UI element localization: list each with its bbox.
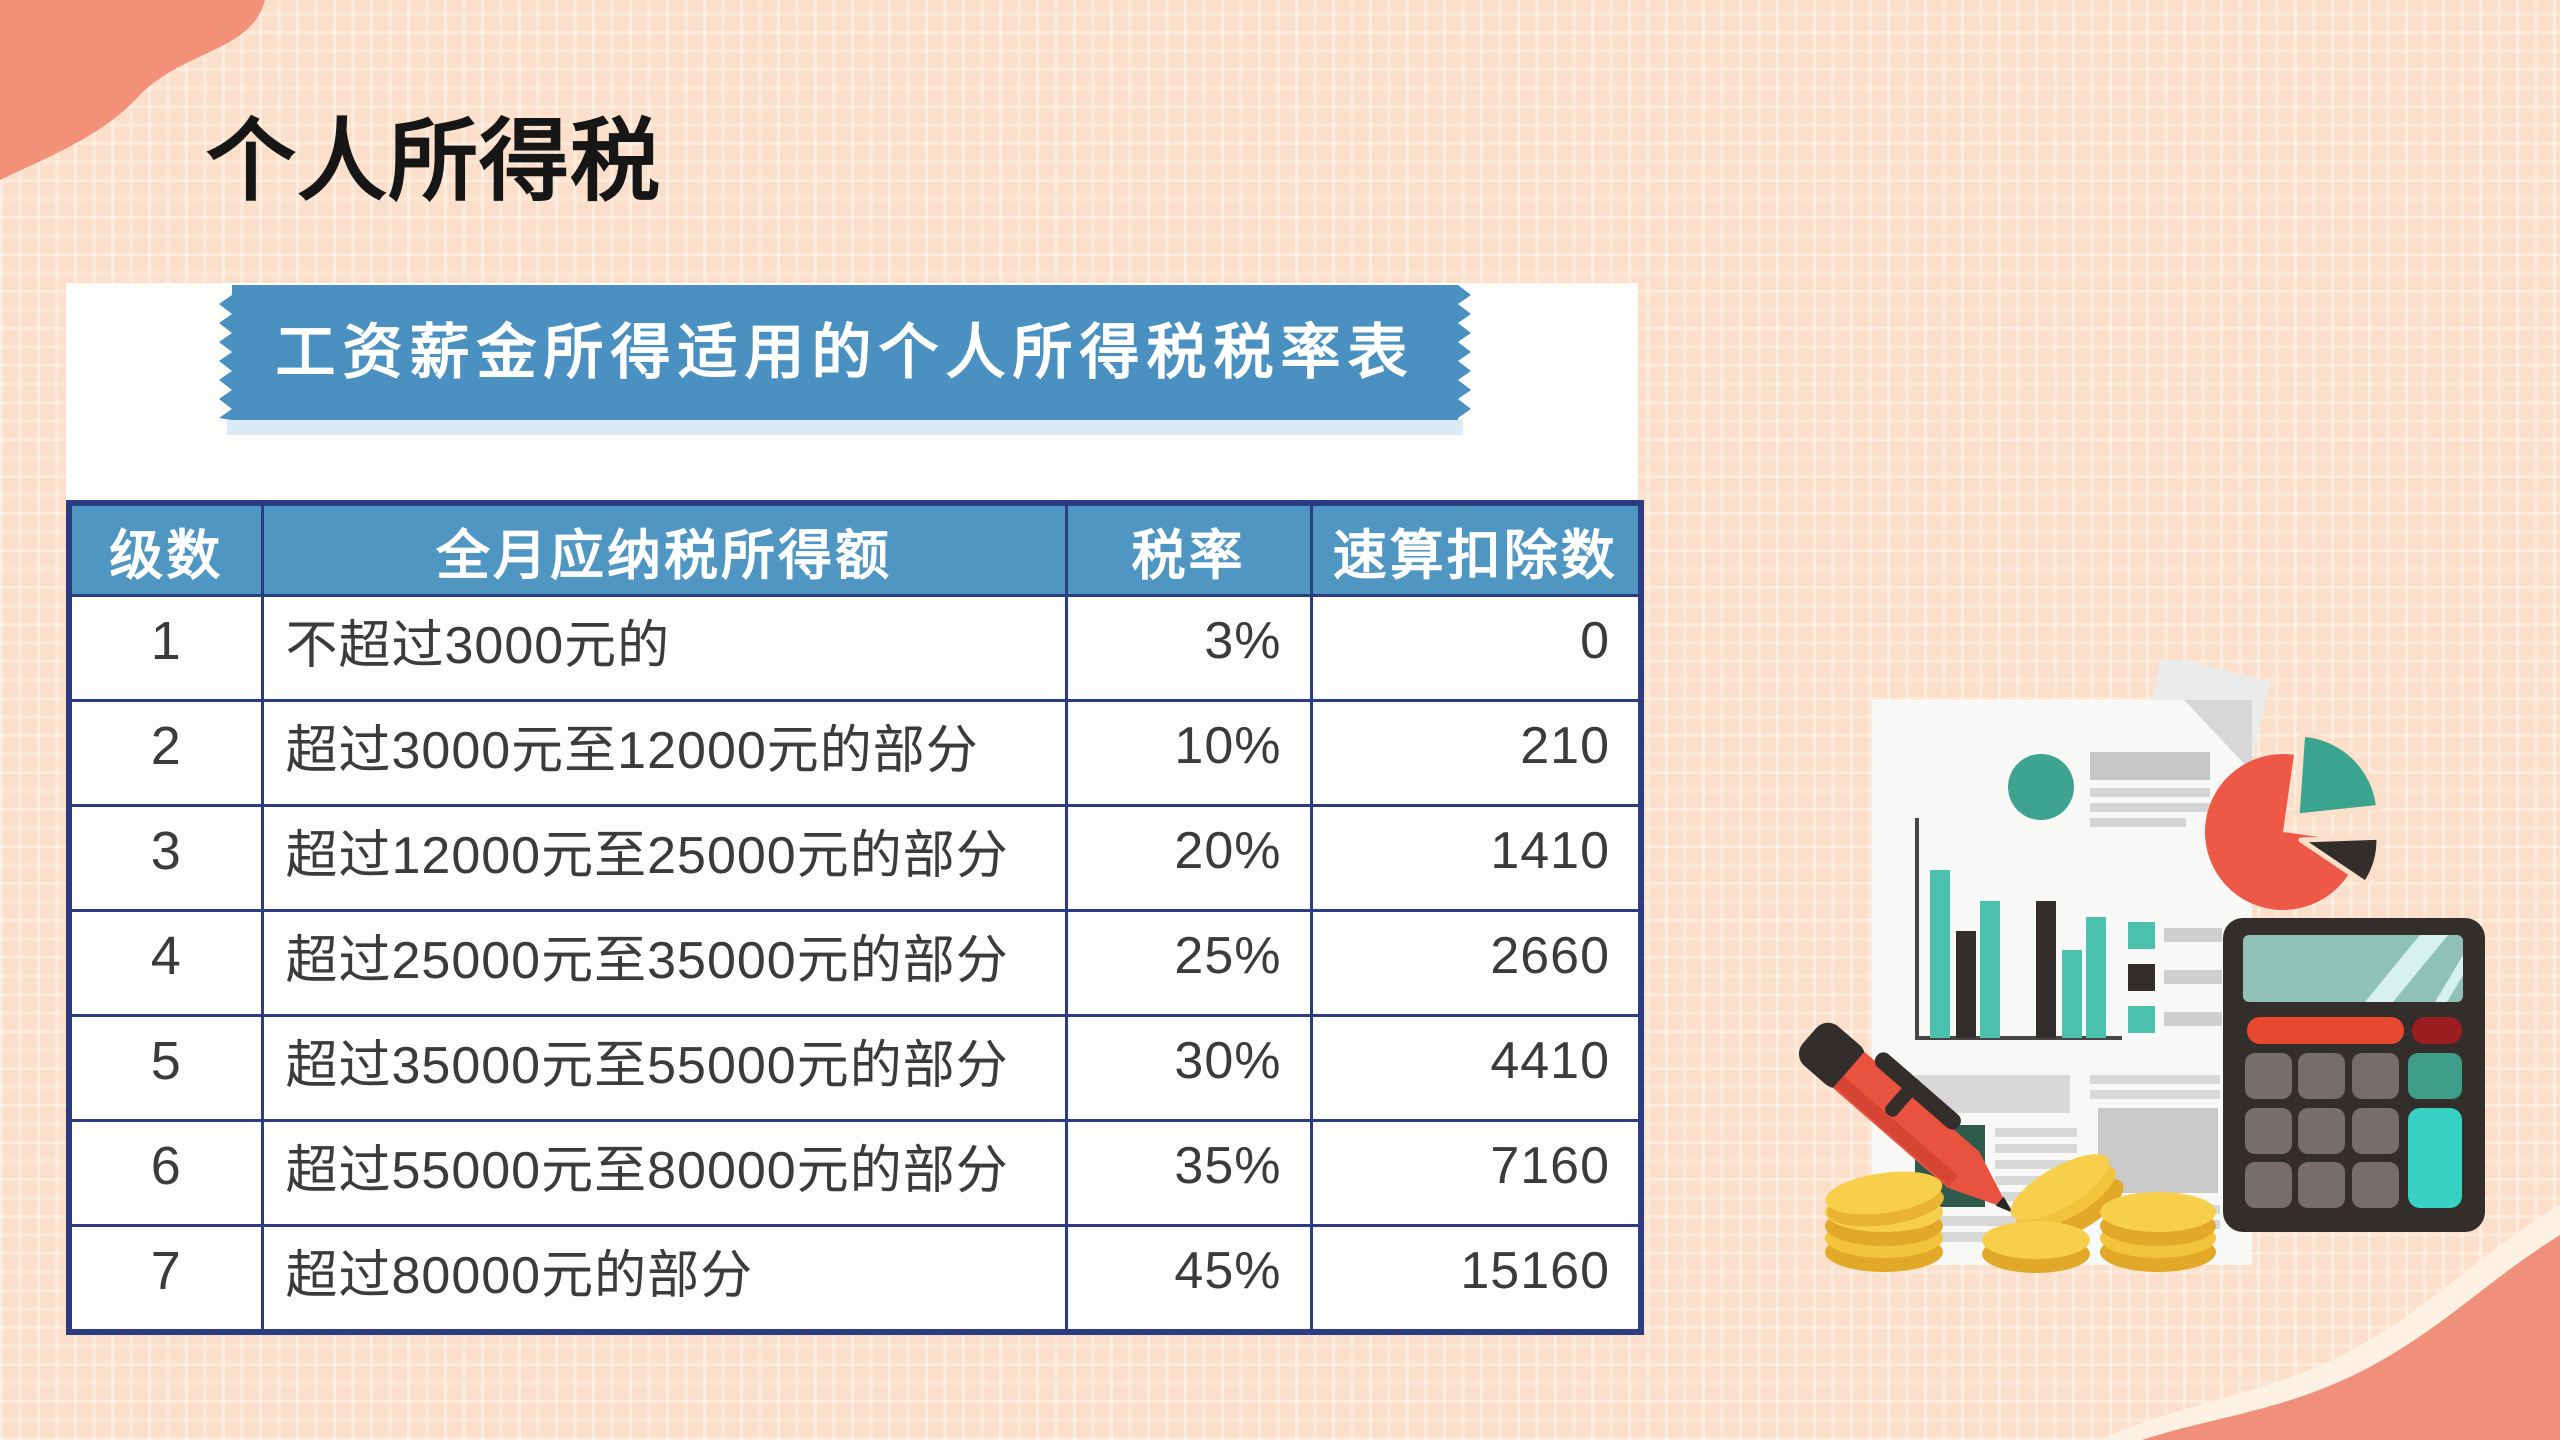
table-cell: 45% (1064, 1224, 1313, 1334)
page-title: 个人所得税 (206, 112, 661, 212)
table-row: 4 超过25000元至35000元的部分 25% 2660 (67, 909, 1643, 1017)
bar-chart-graphic (1915, 818, 2122, 1040)
table-cell: 2 (67, 699, 264, 807)
table-cell: 35% (1064, 1119, 1313, 1227)
table-cell: 不超过3000元的 (260, 594, 1068, 702)
table-cell: 7 (67, 1224, 264, 1334)
table-cell: 3 (67, 804, 264, 912)
calculator-graphic (2223, 918, 2485, 1232)
table-cell: 7160 (1309, 1119, 1643, 1227)
coin-group-center (1982, 1154, 2216, 1273)
header-level: 级数 (67, 501, 264, 597)
calculator-red-bar (2247, 1017, 2404, 1044)
teal-dot-icon (2008, 754, 2074, 820)
banner-shadow (227, 420, 1463, 435)
table-row: 7 超过80000元的部分 45% 15160 (67, 1224, 1643, 1334)
table-cell: 1410 (1309, 804, 1643, 912)
table-row: 3 超过12000元至25000元的部分 20% 1410 (67, 804, 1643, 912)
tax-rate-table: 级数 全月应纳税所得额 税率 速算扣除数 1 不超过3000元的 3% 0 2 超过300… (66, 500, 1644, 1335)
table-cell: 超过55000元至80000元的部分 (260, 1119, 1068, 1227)
table-header-row: 级数 全月应纳税所得额 税率 速算扣除数 (67, 501, 1643, 597)
ribbon-banner: 工资薪金所得适用的个人所得税税率表 (219, 285, 1471, 420)
table-cell: 3% (1064, 594, 1313, 702)
calculator-keys (2245, 1053, 2462, 1208)
table-cell: 5 (67, 1014, 264, 1122)
header-tax-rate: 税率 (1064, 501, 1313, 597)
coins-graphic (1825, 1154, 2216, 1273)
table-cell: 超过35000元至55000元的部分 (260, 1014, 1068, 1122)
table-cell: 1 (67, 594, 264, 702)
table-cell: 30% (1064, 1014, 1313, 1122)
table-row: 6 超过55000元至80000元的部分 35% 7160 (67, 1119, 1643, 1227)
pen-graphic (1798, 1022, 2014, 1213)
table-cell: 0 (1309, 594, 1643, 702)
header-quick-deduction: 速算扣除数 (1309, 501, 1643, 597)
table-cell: 6 (67, 1119, 264, 1227)
folded-corner-icon (2184, 700, 2252, 772)
table-row: 5 超过35000元至55000元的部分 30% 4410 (67, 1014, 1643, 1122)
table-cell: 25% (1064, 909, 1313, 1017)
legend-graphic (2128, 922, 2222, 1033)
table-cell: 15160 (1309, 1224, 1643, 1334)
table-cell: 超过12000元至25000元的部分 (260, 804, 1068, 912)
finance-illustration (1798, 660, 2485, 1273)
table-cell: 210 (1309, 699, 1643, 807)
table-row: 2 超过3000元至12000元的部分 10% 210 (67, 699, 1643, 807)
table-row: 1 不超过3000元的 3% 0 (67, 594, 1643, 702)
corner-wave-bottom-right (2142, 1235, 2560, 1440)
table-cell: 4410 (1309, 1014, 1643, 1122)
header-taxable-income: 全月应纳税所得额 (260, 501, 1068, 597)
table-cell: 20% (1064, 804, 1313, 912)
coin-stack-left (1825, 1171, 1944, 1272)
table-cell: 超过80000元的部分 (260, 1224, 1068, 1334)
calculator-dark-red-button (2412, 1017, 2462, 1044)
table-body: 1 不超过3000元的 3% 0 2 超过3000元至12000元的部分 10% 210 3 超过… (67, 594, 1643, 1334)
table-cell: 超过3000元至12000元的部分 (260, 699, 1068, 807)
table-cell: 2660 (1309, 909, 1643, 1017)
corner-blob-top-left (0, 0, 265, 180)
content-panel: 工资薪金所得适用的个人所得税税率表 级数 全月应纳税所得额 税率 速算扣除数 1… (66, 283, 1644, 1335)
table-cell: 4 (67, 909, 264, 1017)
table-cell: 超过25000元至35000元的部分 (260, 909, 1068, 1017)
table-cell: 10% (1064, 699, 1313, 807)
pie-chart-graphic (2204, 731, 2382, 911)
